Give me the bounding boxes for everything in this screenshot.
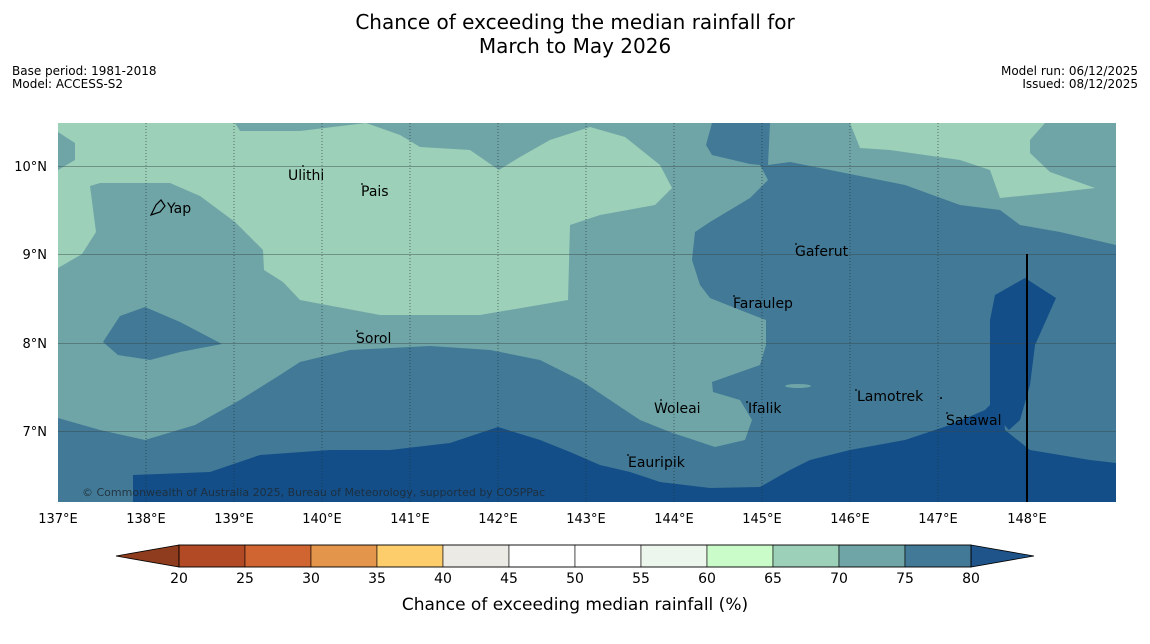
label-gaferut: Gaferut bbox=[795, 244, 849, 260]
label-woleai: Woleai bbox=[654, 401, 701, 417]
ifalik-dot bbox=[746, 401, 748, 403]
colorbar-bin-45-50 bbox=[508, 544, 576, 568]
place-labels: Ulithi Pais Yap Gaferut Faraulep Sorol L… bbox=[166, 168, 1001, 471]
colorbar-bin-20-25 bbox=[178, 544, 246, 568]
colorbar-tick-45: 45 bbox=[500, 571, 518, 587]
island-dot bbox=[940, 397, 942, 399]
colorbar-tick-65: 65 bbox=[764, 571, 782, 587]
region-65-70-east bbox=[850, 123, 1095, 198]
lon-label-141e: 141°E bbox=[390, 512, 430, 527]
lon-label-145e: 145°E bbox=[742, 512, 782, 527]
lat-axis-labels: 10°N 9°N 8°N 7°N bbox=[14, 160, 47, 440]
colorbar-tick-70: 70 bbox=[830, 571, 848, 587]
region-75-80-east-main bbox=[58, 123, 1116, 502]
colorbar-bin-65-70 bbox=[772, 544, 840, 568]
colorbar-bin-50-55 bbox=[574, 544, 642, 568]
colorbar-tick-35: 35 bbox=[368, 571, 386, 587]
model-run-text: Model run: 06/12/2025 bbox=[1000, 64, 1138, 78]
meta-left: Base period: 1981-2018 Model: ACCESS-S2 bbox=[12, 65, 157, 91]
colorbar-extend-low bbox=[115, 544, 180, 568]
satawal-dot bbox=[946, 412, 948, 414]
copyright-text: © Commonwealth of Australia 2025, Bureau… bbox=[82, 486, 545, 499]
pais-dot bbox=[361, 183, 363, 185]
label-eauripik: Eauripik bbox=[628, 455, 686, 471]
label-ifalik: Ifalik bbox=[748, 401, 782, 417]
lon-axis-labels: 137°E 138°E 139°E 140°E 141°E 142°E 143°… bbox=[38, 512, 1047, 527]
lamotrek-dot bbox=[855, 389, 857, 391]
colorbar-bin-35-40 bbox=[376, 544, 444, 568]
colorbar-bin-55-60 bbox=[640, 544, 708, 568]
colorbar-tick-labels: 20 25 30 35 40 45 50 55 60 65 70 75 80 bbox=[170, 571, 980, 587]
colorbar-tick-40: 40 bbox=[434, 571, 452, 587]
region-65-70-west bbox=[58, 123, 672, 315]
small-island-patch bbox=[785, 384, 811, 388]
title-line-1: Chance of exceeding the median rainfall … bbox=[355, 10, 795, 34]
lon-label-139e: 139°E bbox=[214, 512, 254, 527]
label-pais: Pais bbox=[361, 184, 389, 200]
colorbar-bin-40-45 bbox=[442, 544, 510, 568]
title-line-2: March to May 2026 bbox=[478, 34, 672, 58]
colorbar-tick-50: 50 bbox=[566, 571, 584, 587]
lon-grid bbox=[145, 123, 939, 502]
lat-label-10n: 10°N bbox=[14, 160, 47, 175]
colorbar-bin-60-65 bbox=[706, 544, 774, 568]
issued-text: Issued: 08/12/2025 bbox=[1022, 77, 1138, 91]
colorbar-tick-60: 60 bbox=[698, 571, 716, 587]
lon-label-144e: 144°E bbox=[654, 512, 694, 527]
region-80-plus-south bbox=[133, 385, 1116, 502]
colorbar-bins bbox=[178, 544, 972, 568]
label-satawal: Satawal bbox=[946, 413, 1001, 429]
colorbar-frame bbox=[178, 544, 972, 568]
lat-label-8n: 8°N bbox=[23, 337, 48, 352]
lon-label-137e: 137°E bbox=[38, 512, 78, 527]
label-yap: Yap bbox=[166, 201, 191, 217]
place-markers bbox=[302, 165, 948, 456]
lon-label-140e: 140°E bbox=[302, 512, 342, 527]
colorbar-extend-high bbox=[970, 544, 1035, 568]
map-title: Chance of exceeding the median rainfall … bbox=[0, 10, 1150, 58]
lon-label-142e: 142°E bbox=[478, 512, 518, 527]
colorbar-tick-80: 80 bbox=[962, 571, 980, 587]
gaferut-dot bbox=[795, 243, 797, 245]
label-sorol: Sorol bbox=[356, 331, 391, 347]
faraulep-dot bbox=[733, 295, 735, 297]
lon-label-143e: 143°E bbox=[566, 512, 606, 527]
yap-island-shape bbox=[149, 199, 166, 217]
woleai-dot bbox=[660, 399, 662, 401]
colorbar-tick-30: 30 bbox=[302, 571, 320, 587]
lon-label-146e: 146°E bbox=[830, 512, 870, 527]
colorbar-tick-25: 25 bbox=[236, 571, 254, 587]
colorbar-bin-25-30 bbox=[244, 544, 312, 568]
lat-label-7n: 7°N bbox=[23, 425, 48, 440]
ulithi-dot bbox=[302, 165, 304, 167]
colorbar: 20 25 30 35 40 45 50 55 60 65 70 75 80 Chance of exc… bbox=[115, 544, 1035, 615]
eauripik-dot bbox=[627, 454, 629, 456]
colorbar-tick-20: 20 bbox=[170, 571, 188, 587]
region-75-80-west-patch bbox=[103, 307, 222, 360]
lon-label-148e: 148°E bbox=[1007, 512, 1047, 527]
lon-label-147e: 147°E bbox=[918, 512, 958, 527]
colorbar-tick-75: 75 bbox=[896, 571, 914, 587]
colorbar-bin-75-80 bbox=[904, 544, 972, 568]
colorbar-tick-55: 55 bbox=[632, 571, 650, 587]
sorol-dot bbox=[356, 330, 358, 332]
lon-label-138e: 138°E bbox=[126, 512, 166, 527]
lat-grid bbox=[58, 166, 1116, 432]
colorbar-bin-70-75 bbox=[838, 544, 906, 568]
region-80-plus-east bbox=[990, 278, 1056, 430]
map-area bbox=[58, 123, 1116, 502]
label-lamotrek: Lamotrek bbox=[857, 389, 924, 405]
model-text: Model: ACCESS-S2 bbox=[12, 77, 124, 91]
label-faraulep: Faraulep bbox=[733, 296, 793, 312]
colorbar-bin-30-35 bbox=[310, 544, 378, 568]
label-ulithi: Ulithi bbox=[288, 168, 324, 184]
meta-right: Model run: 06/12/2025 Issued: 08/12/2025 bbox=[1001, 65, 1138, 91]
base-period-text: Base period: 1981-2018 bbox=[12, 64, 157, 78]
colorbar-title: Chance of exceeding median rainfall (%) bbox=[402, 595, 748, 615]
lat-label-9n: 9°N bbox=[23, 248, 48, 263]
